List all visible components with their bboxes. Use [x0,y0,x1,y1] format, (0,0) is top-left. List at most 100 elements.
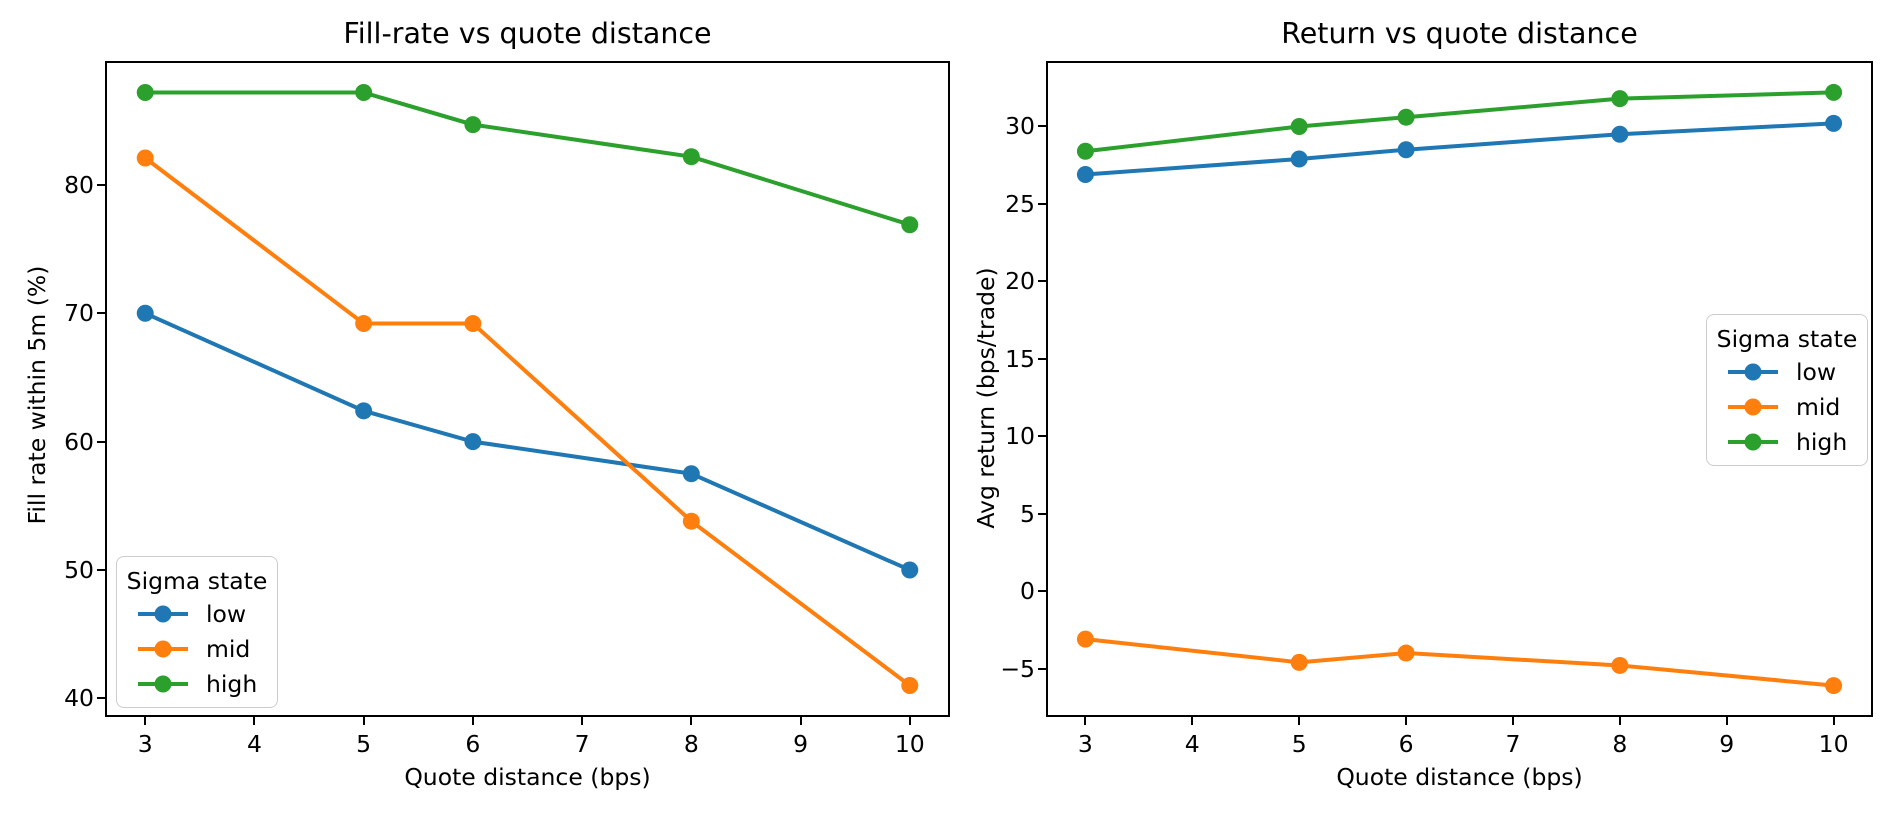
x-tick-label: 9 [1719,730,1735,758]
legend-item-mid: mid [117,631,277,666]
x-tick-label: 8 [1612,730,1628,758]
data-point-low-x8 [682,465,700,483]
y-tick-label: 20 [1005,267,1035,296]
x-tick-label: 10 [1818,730,1849,758]
data-point-high-x8 [1611,90,1629,108]
return-y-axis-label: Avg return (bps/trade) [972,267,1000,529]
return-x-axis-label: Quote distance (bps) [1336,763,1583,791]
legend-label-low: low [1796,357,1837,386]
data-point-mid-x5 [1290,653,1308,671]
legend-item-high: high [117,666,277,701]
data-point-low-x10 [1825,114,1843,132]
y-tick-label: 15 [1005,344,1035,373]
x-tick [799,717,802,725]
x-tick [1725,717,1728,725]
x-tick [1832,717,1835,725]
y-tick-label: 50 [64,555,94,584]
data-point-low-x10 [901,561,919,579]
data-point-mid-x6 [1397,644,1415,662]
data-point-low-x6 [1397,141,1415,159]
return-legend: Sigma state low mid high [1706,314,1868,466]
y-tick [97,183,105,186]
x-tick-label: 8 [683,730,699,758]
return-legend-title: Sigma state [1716,325,1858,353]
x-tick [253,717,256,725]
legend-item-mid: mid [1707,389,1867,424]
y-tick [1038,512,1046,515]
legend-item-high: high [1707,424,1867,459]
legend-label-mid: mid [206,634,251,663]
y-tick [1038,357,1046,360]
x-tick [1298,717,1301,725]
legend-marker-high [138,675,188,692]
data-point-high-x6 [1397,108,1415,126]
legend-label-low: low [206,599,247,628]
legend-marker-low [1728,363,1778,380]
x-tick-label: 7 [1505,730,1521,758]
x-tick-label: 3 [1077,730,1093,758]
return-plot-canvas [1076,83,1843,695]
y-tick-label: 10 [1005,422,1035,451]
x-tick [1511,717,1514,725]
fill-rate-legend: Sigma state low mid high [116,556,278,708]
series-line-low [144,311,911,572]
data-point-mid-x3 [1076,630,1094,648]
legend-label-high: high [206,669,258,698]
x-tick-label: 6 [1398,730,1414,758]
x-tick [908,717,911,725]
data-point-mid-x3 [136,149,154,167]
data-point-high-x5 [355,84,373,102]
x-tick-label: 4 [1184,730,1200,758]
x-tick-label: 5 [1291,730,1307,758]
y-tick [97,568,105,571]
y-tick [1038,667,1046,670]
fill-rate-chart-title: Fill-rate vs quote distance [343,17,712,50]
data-point-high-x3 [136,84,154,102]
legend-marker-low [138,605,188,622]
y-tick [1038,202,1046,205]
fill-rate-x-axis-label: Quote distance (bps) [404,763,651,791]
legend-item-low: low [1707,354,1867,389]
x-tick [471,717,474,725]
return-chart-title: Return vs quote distance [1281,17,1638,50]
legend-marker-mid [1728,398,1778,415]
x-tick-label: 7 [574,730,590,758]
data-point-mid-x8 [1611,656,1629,674]
data-point-low-x3 [1076,166,1094,184]
legend-marker-mid [138,640,188,657]
y-tick [1038,590,1046,593]
data-point-high-x10 [1825,83,1843,101]
x-tick [1084,717,1087,725]
x-tick [144,717,147,725]
x-tick [1405,717,1408,725]
series-line-mid [1085,637,1834,688]
x-tick [690,717,693,725]
data-point-low-x8 [1611,125,1629,143]
return-legend-items: low mid high [1707,354,1867,459]
series-line-high [145,90,911,227]
legend-label-high: high [1796,427,1848,456]
x-tick [581,717,584,725]
x-tick-label: 10 [894,730,925,758]
y-tick [1038,125,1046,128]
y-tick-label: 40 [64,684,94,713]
y-tick-label: −5 [1000,654,1035,683]
data-point-high-x3 [1076,142,1094,160]
y-tick-label: 0 [1020,577,1035,606]
data-point-mid-x10 [901,676,919,694]
x-tick [1191,717,1194,725]
y-tick-label: 80 [64,170,94,199]
data-point-mid-x6 [464,315,482,333]
x-tick-label: 4 [246,730,262,758]
y-tick [97,697,105,700]
legend-marker-high [1728,433,1778,450]
y-tick [1038,435,1046,438]
data-point-low-x5 [355,402,373,420]
y-tick [1038,280,1046,283]
y-tick-label: 30 [1005,112,1035,141]
y-tick-label: 25 [1005,189,1035,218]
fill-rate-legend-title: Sigma state [126,567,268,595]
data-point-high-x6 [464,116,482,134]
data-point-low-x6 [464,433,482,451]
